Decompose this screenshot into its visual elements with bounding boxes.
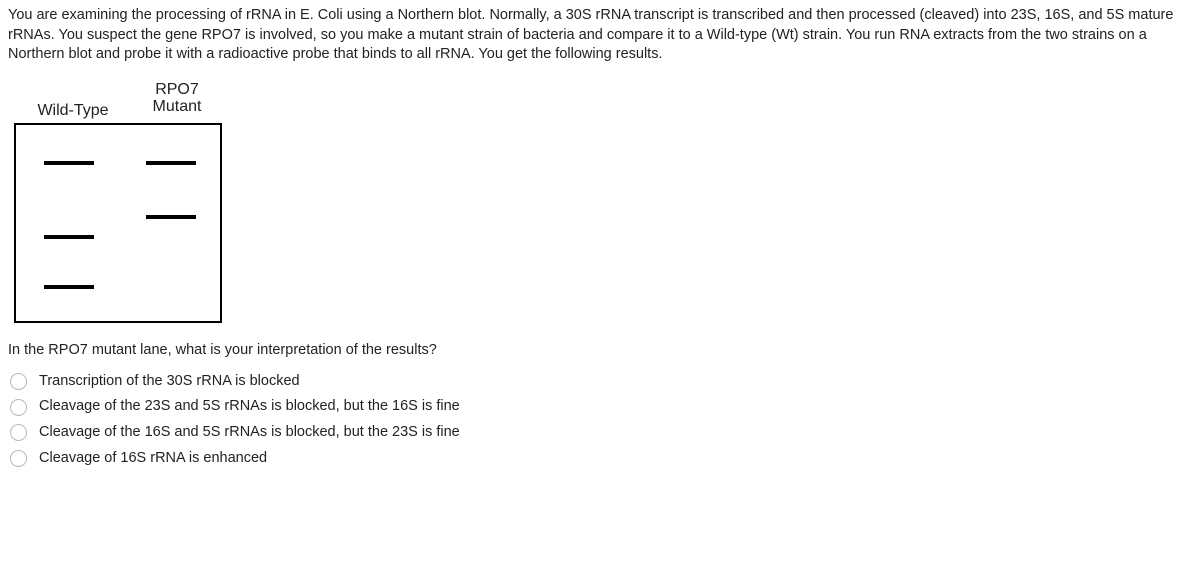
radio-icon[interactable]	[10, 424, 27, 441]
option-row[interactable]: Cleavage of the 23S and 5S rRNAs is bloc…	[8, 394, 1192, 420]
blot-band	[146, 161, 196, 165]
northern-blot-figure: Wild-Type RPO7 Mutant	[14, 81, 1192, 324]
option-row[interactable]: Transcription of the 30S rRNA is blocked	[8, 369, 1192, 395]
answer-options: Transcription of the 30S rRNA is blocked…	[8, 369, 1192, 471]
blot-band	[44, 235, 94, 239]
option-label: Cleavage of 16S rRNA is enhanced	[39, 449, 267, 469]
radio-icon[interactable]	[10, 450, 27, 467]
blot-band	[146, 215, 196, 219]
option-label: Cleavage of the 16S and 5S rRNAs is bloc…	[39, 423, 460, 443]
lane-header-mut-col: RPO7 Mutant	[132, 81, 222, 122]
blot-band	[44, 161, 94, 165]
lane-header-wt: Wild-Type	[14, 100, 132, 122]
followup-question: In the RPO7 mutant lane, what is your in…	[8, 341, 1192, 361]
blot-box	[14, 123, 222, 323]
lane-header-mut-bot: Mutant	[132, 98, 222, 116]
option-label: Cleavage of the 23S and 5S rRNAs is bloc…	[39, 397, 460, 417]
question-stem: You are examining the processing of rRNA…	[8, 6, 1192, 65]
option-row[interactable]: Cleavage of the 16S and 5S rRNAs is bloc…	[8, 420, 1192, 446]
option-row[interactable]: Cleavage of 16S rRNA is enhanced	[8, 446, 1192, 472]
lane-header-mut-top: RPO7	[132, 81, 222, 99]
lane-headers: Wild-Type RPO7 Mutant	[14, 81, 1192, 122]
blot-band	[44, 285, 94, 289]
radio-icon[interactable]	[10, 373, 27, 390]
radio-icon[interactable]	[10, 399, 27, 416]
option-label: Transcription of the 30S rRNA is blocked	[39, 372, 300, 392]
lane-header-wt-col: Wild-Type	[14, 81, 132, 122]
